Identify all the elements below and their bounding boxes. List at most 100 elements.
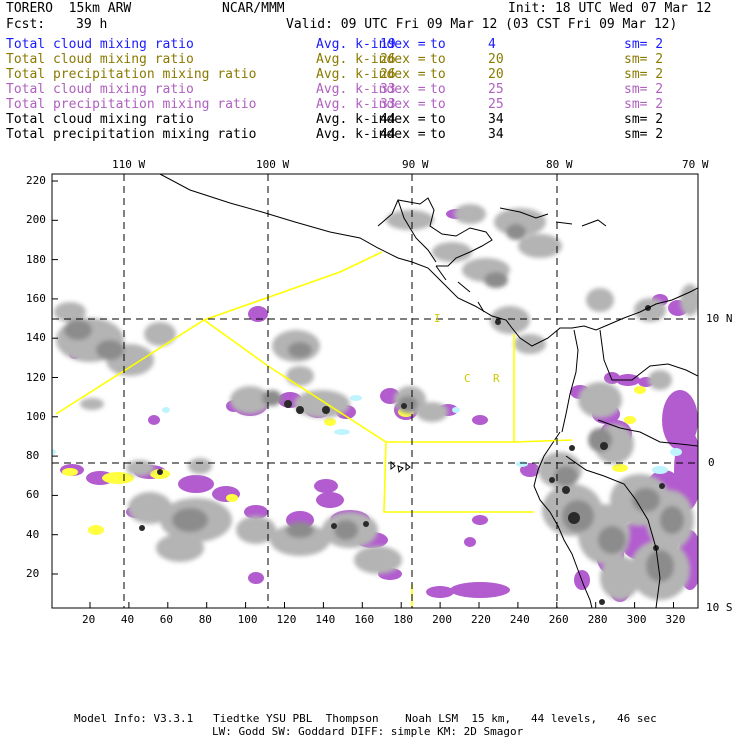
dark-core-layer (139, 305, 665, 605)
gray-blob (398, 396, 418, 412)
purple-blob (178, 475, 214, 493)
map-frame (51, 173, 699, 609)
legend-to: to (430, 37, 446, 52)
gray-blob (144, 322, 176, 346)
gray-blob (598, 526, 626, 554)
legend-hi: 33 (380, 97, 396, 112)
caribbean-islands (499, 207, 607, 227)
gray-cloud-layer (54, 204, 698, 600)
legend-hi: 44 (380, 112, 396, 127)
legend-field: Total cloud mixing ratio (6, 82, 194, 97)
galapagos-islands (390, 460, 411, 474)
legend-kindex: Avg. k-index = (316, 67, 426, 82)
cyan-blob (162, 407, 170, 413)
y-tick-label: 220 (26, 174, 46, 187)
yellow-blob (634, 386, 646, 394)
y-tick-label: 140 (26, 331, 46, 345)
x-tick-label: 180 (393, 613, 414, 626)
dark-blob (284, 400, 292, 408)
gray-blob (648, 370, 672, 390)
legend-kindex: Avg. k-index = (316, 37, 426, 52)
yellow-precip-layer (62, 386, 646, 535)
lat-label-10s: 10 S (706, 601, 733, 614)
purple-blob (426, 586, 454, 598)
gray-blob (554, 466, 578, 486)
dark-blob (562, 486, 570, 494)
purple-blob (248, 306, 268, 322)
gray-blob (288, 342, 312, 358)
purple-blob (316, 492, 344, 508)
purple-blob (148, 415, 160, 425)
dark-blob (322, 406, 330, 414)
legend-sm: sm= 2 (624, 127, 664, 142)
cyan-blob (52, 449, 56, 455)
legend-lo: 4 (488, 37, 496, 52)
gray-blob (432, 242, 472, 262)
physics-info: LW: Godd SW: Goddard DIFF: simple KM: 2D… (212, 725, 524, 738)
dark-blob (139, 525, 145, 531)
x-tick-label: 280 (587, 613, 608, 626)
gray-blob (588, 428, 612, 452)
gray-blob (64, 320, 92, 340)
y-tick-label: 60 (26, 488, 40, 502)
y-tick-label: 120 (26, 370, 46, 384)
legend-field: Total cloud mixing ratio (6, 52, 194, 67)
x-tick-label: 140 (315, 613, 336, 626)
init-time: Init: 18 UTC Wed 07 Mar 12 (508, 1, 712, 16)
dark-blob (296, 406, 304, 414)
legend-hi: 26 (380, 52, 396, 67)
yellow-blob (88, 525, 104, 535)
center-label: NCAR/MMM (222, 1, 285, 16)
x-tick-label: 80 (198, 613, 212, 626)
cyan-blob (452, 407, 460, 413)
x-tick-label: 300 (626, 613, 647, 626)
annotation-i: I (434, 312, 441, 325)
mexico-coast (159, 174, 611, 347)
dark-blob (549, 477, 555, 483)
y-tick-label: 180 (26, 252, 46, 266)
legend-field: Total precipitation mixing ratio (6, 67, 257, 82)
gray-blob (454, 204, 486, 224)
y-tick-label: 160 (26, 291, 46, 305)
legend-hi: 33 (380, 82, 396, 97)
dark-blob (659, 483, 665, 489)
gray-blob (54, 302, 86, 322)
gray-blob (632, 488, 660, 512)
legend-field: Total precipitation mixing ratio (6, 127, 257, 142)
cyan-blob (516, 461, 528, 467)
gray-blob (188, 458, 212, 474)
legend-to: to (430, 97, 446, 112)
interior-borders (565, 329, 698, 608)
gray-blob (490, 306, 530, 334)
domain-outlines (55, 251, 573, 608)
annotation-r: R (493, 372, 500, 385)
cyan-blob (670, 448, 682, 456)
x-tick-label: 160 (354, 613, 375, 626)
south-america-coast (533, 287, 698, 608)
dark-blob (495, 319, 501, 325)
x-tick-label: 100 (237, 613, 258, 626)
legend-to: to (430, 67, 446, 82)
legend-to: to (430, 127, 446, 142)
gray-blob (172, 508, 208, 532)
graticule (52, 174, 698, 608)
x-tick-label: 60 (159, 613, 174, 626)
legend-sm: sm= 2 (624, 67, 664, 82)
outer-domain-outline (55, 251, 383, 415)
cyan-blob (334, 429, 350, 435)
y-tick-label: 80 (26, 449, 40, 463)
x-tick-label: 120 (276, 613, 297, 626)
lon-label-90w: 90 W (402, 158, 429, 171)
y-tick-label: 20 (26, 567, 40, 580)
gray-blob (270, 524, 330, 556)
forecast-label: Fcst: (6, 17, 46, 32)
purple-blob (464, 537, 476, 547)
legend-to: to (430, 112, 446, 127)
gray-blob (80, 398, 104, 410)
x-tick-label: 40 (120, 613, 135, 626)
colombia-border (561, 329, 579, 433)
purple-blob (472, 415, 488, 425)
axis-ticks (52, 180, 674, 608)
y-tick-label: 200 (26, 213, 46, 227)
inner-domain-outline (203, 319, 573, 513)
